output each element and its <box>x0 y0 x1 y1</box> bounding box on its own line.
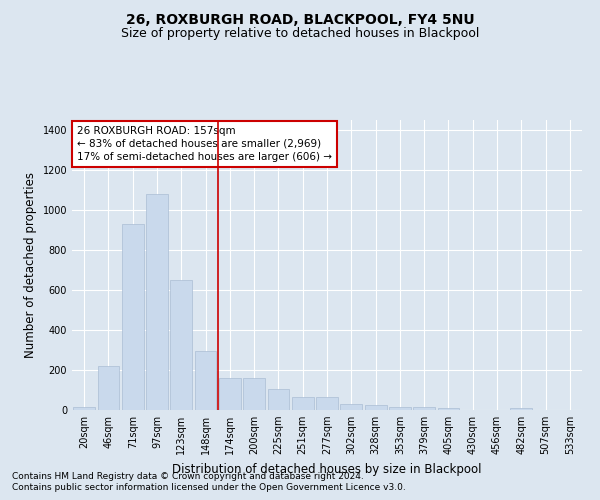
Bar <box>170 280 192 410</box>
Bar <box>316 397 338 410</box>
Text: 26 ROXBURGH ROAD: 157sqm
← 83% of detached houses are smaller (2,969)
17% of sem: 26 ROXBURGH ROAD: 157sqm ← 83% of detach… <box>77 126 332 162</box>
Bar <box>122 224 143 410</box>
X-axis label: Distribution of detached houses by size in Blackpool: Distribution of detached houses by size … <box>172 462 482 475</box>
Bar <box>146 194 168 410</box>
Text: Contains public sector information licensed under the Open Government Licence v3: Contains public sector information licen… <box>12 484 406 492</box>
Bar <box>511 408 532 410</box>
Bar <box>73 407 95 410</box>
Bar <box>194 351 217 410</box>
Bar <box>389 407 411 410</box>
Bar <box>340 404 362 410</box>
Y-axis label: Number of detached properties: Number of detached properties <box>24 172 37 358</box>
Text: Size of property relative to detached houses in Blackpool: Size of property relative to detached ho… <box>121 28 479 40</box>
Bar <box>413 407 435 410</box>
Bar <box>437 408 460 410</box>
Bar <box>268 389 289 410</box>
Bar <box>97 366 119 410</box>
Text: 26, ROXBURGH ROAD, BLACKPOOL, FY4 5NU: 26, ROXBURGH ROAD, BLACKPOOL, FY4 5NU <box>125 12 475 26</box>
Bar <box>243 378 265 410</box>
Bar <box>219 378 241 410</box>
Text: Contains HM Land Registry data © Crown copyright and database right 2024.: Contains HM Land Registry data © Crown c… <box>12 472 364 481</box>
Bar <box>365 405 386 410</box>
Bar <box>292 397 314 410</box>
